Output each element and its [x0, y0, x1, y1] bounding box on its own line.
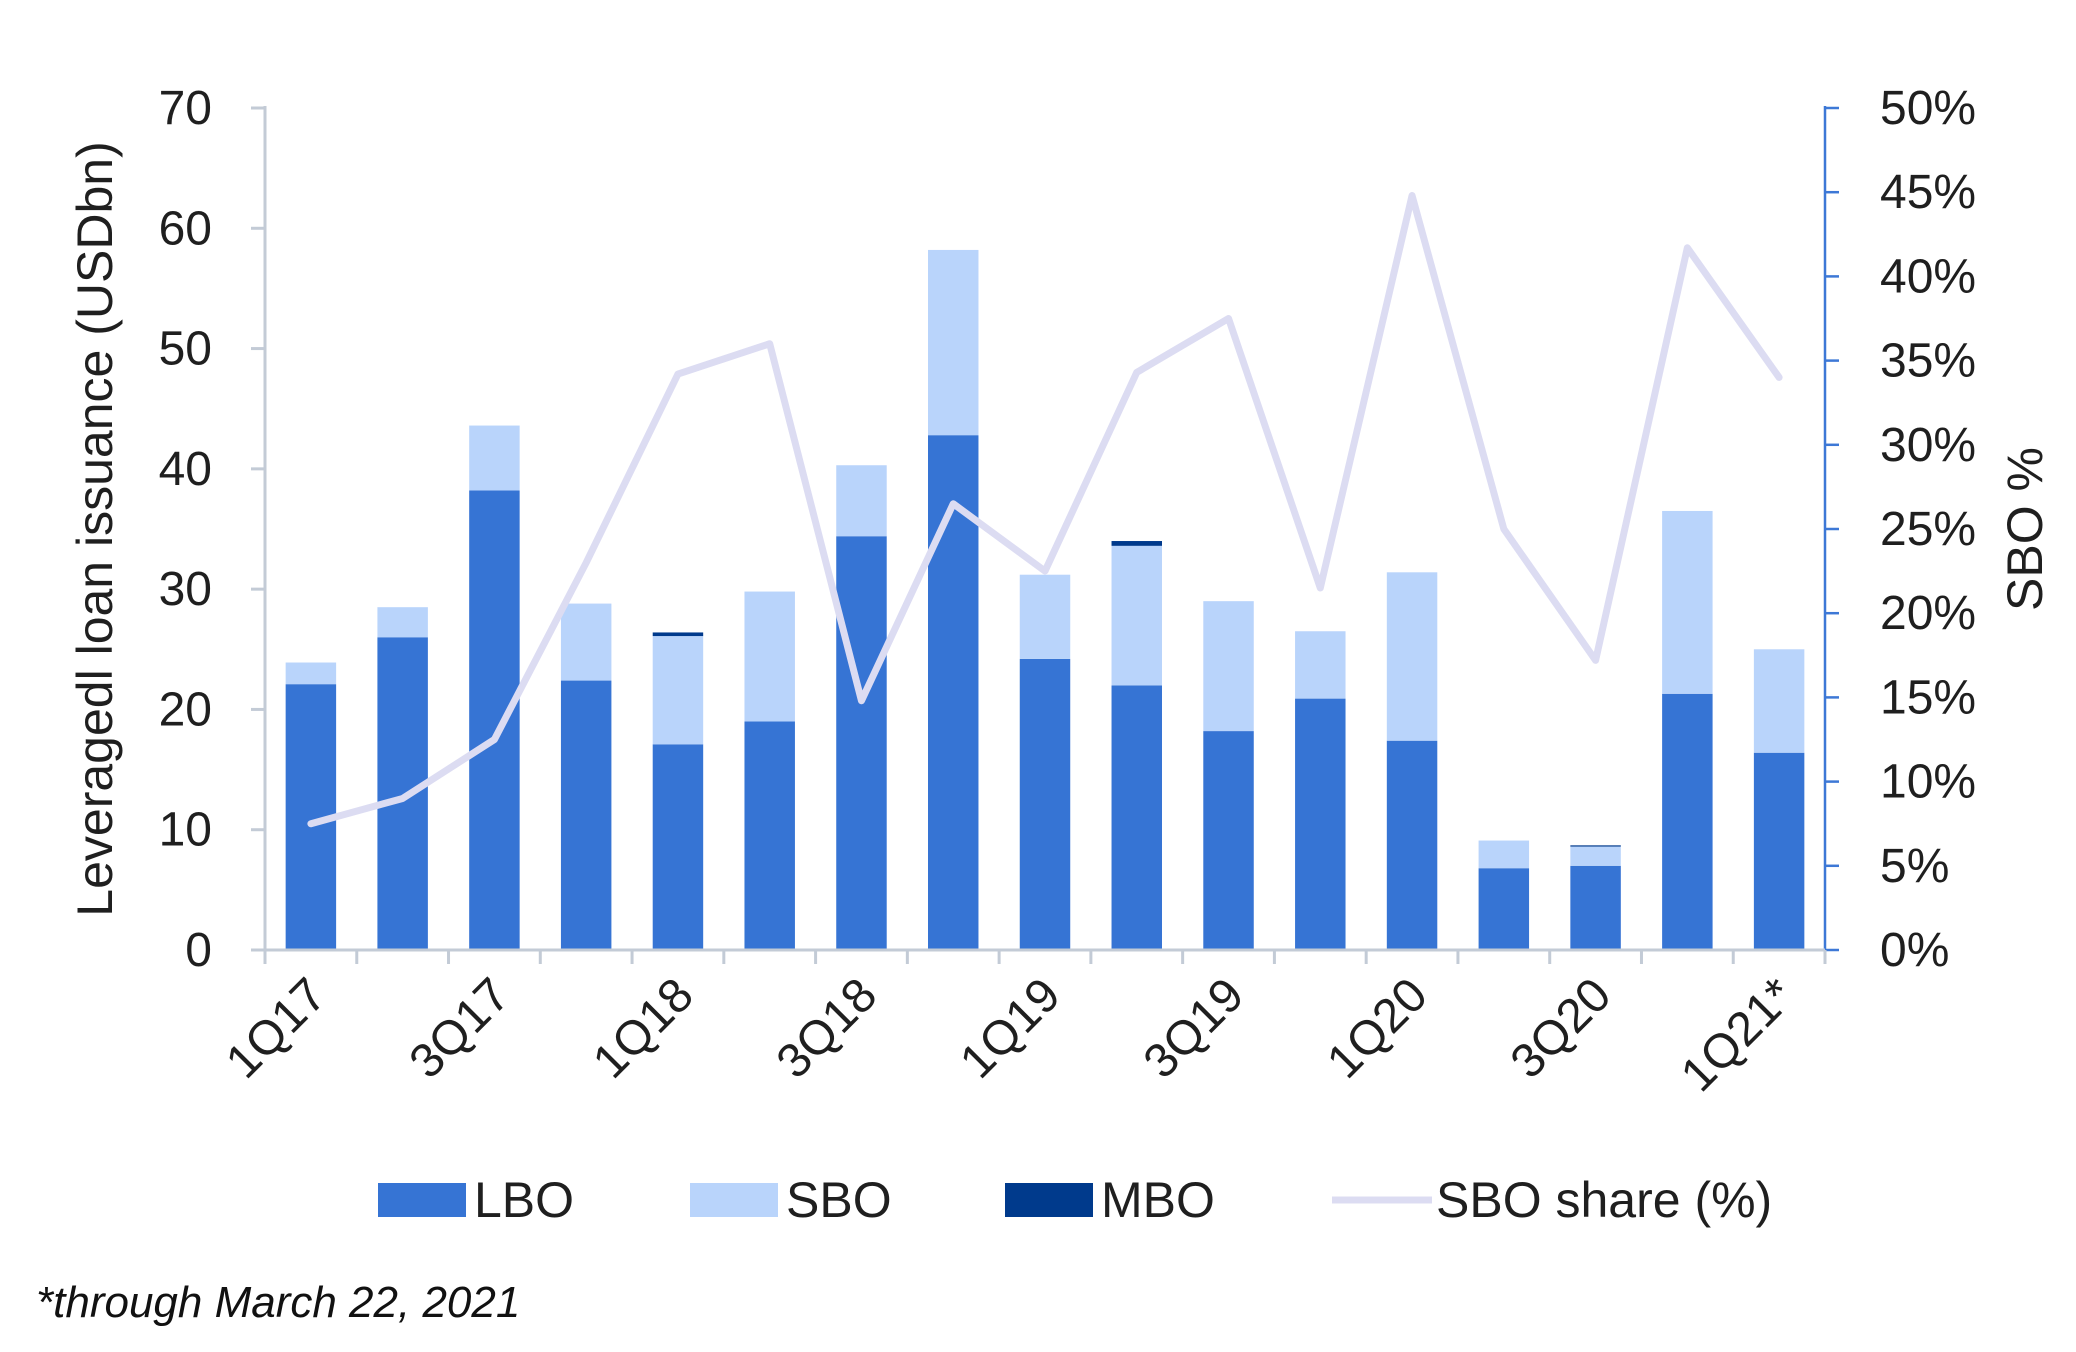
- bar-sbo-4Q17: [560, 603, 612, 681]
- bar-sbo-2Q18: [744, 591, 795, 722]
- bar-sbo-1Q19: [1019, 574, 1071, 659]
- y2-axis-title: SBO %: [1997, 447, 2053, 611]
- y2-tick-label: 10%: [1880, 756, 1976, 809]
- bar-lbo-2Q18: [744, 721, 795, 950]
- bar-sbo-2Q17: [377, 607, 428, 638]
- bar-sbo-1Q17: [285, 662, 337, 685]
- bar-mbo-3Q20: [1570, 845, 1621, 847]
- bar-mbo-1Q18: [652, 632, 704, 637]
- x-tick-label: 3Q20: [1501, 968, 1622, 1089]
- bar-sbo-1Q21*: [1753, 649, 1805, 753]
- bar-sbo-3Q17: [469, 425, 520, 491]
- bar-lbo-1Q19: [1019, 658, 1071, 950]
- y-tick-label: 0: [185, 924, 212, 977]
- bar-sbo-1Q18: [652, 636, 704, 745]
- y2-tick-label: 15%: [1880, 671, 1976, 724]
- x-tick-label: 3Q18: [767, 968, 888, 1089]
- y2-tick-label: 35%: [1880, 335, 1976, 388]
- y2-tick-label: 5%: [1880, 840, 1949, 893]
- bar-lbo-2Q20: [1478, 868, 1530, 950]
- y-tick-label: 50: [159, 323, 212, 376]
- bar-lbo-2Q17: [377, 637, 428, 950]
- y-tick-label: 40: [159, 443, 212, 496]
- bar-lbo-4Q19: [1295, 698, 1346, 950]
- bar-sbo-3Q20: [1570, 846, 1621, 866]
- bar-sbo-2Q19: [1111, 545, 1162, 686]
- bar-sbo-2Q20: [1478, 840, 1530, 869]
- bar-lbo-1Q20: [1386, 740, 1438, 950]
- legend-label-sbo-share: SBO share (%): [1436, 1172, 1772, 1228]
- legend-label-lbo: LBO: [474, 1172, 574, 1228]
- x-tick-label: 1Q19: [950, 968, 1071, 1089]
- bar-lbo-3Q18: [836, 536, 887, 950]
- bar-lbo-3Q19: [1203, 731, 1254, 950]
- y2-tick-label: 30%: [1880, 419, 1976, 472]
- bar-lbo-3Q17: [469, 490, 520, 950]
- line-layer: [307, 192, 1783, 828]
- bar-lbo-1Q18: [652, 744, 704, 950]
- legend-label-sbo: SBO: [786, 1172, 892, 1228]
- bar-sbo-4Q19: [1295, 631, 1346, 699]
- y-axis-title: Leveragedl loan issuance (USDbn): [67, 141, 123, 916]
- x-tick-label: 1Q18: [583, 968, 704, 1089]
- legend-layer: LBO SBO MBO SBO share (%): [378, 1172, 1772, 1228]
- bar-sbo-3Q18: [836, 465, 887, 537]
- bar-lbo-3Q20: [1570, 865, 1621, 950]
- legend-swatch-sbo: [690, 1183, 778, 1217]
- bar-sbo-1Q20: [1386, 572, 1438, 741]
- y2-tick-label: 50%: [1880, 82, 1976, 135]
- y2-tick-label: 25%: [1880, 503, 1976, 556]
- y-tick-label: 20: [159, 683, 212, 736]
- x-tick-label: 3Q19: [1134, 968, 1255, 1089]
- bar-lbo-4Q20: [1662, 693, 1713, 950]
- bar-sbo-3Q19: [1203, 601, 1254, 732]
- bar-lbo-4Q18: [928, 435, 979, 950]
- y2-tick-label: 20%: [1880, 587, 1976, 640]
- bar-mbo-2Q19: [1111, 541, 1162, 546]
- bar-lbo-2Q19: [1111, 685, 1162, 950]
- legend-swatch-lbo: [378, 1183, 466, 1217]
- y2-tick-label: 40%: [1880, 250, 1976, 303]
- y-tick-label: 60: [159, 202, 212, 255]
- bars-layer: [285, 249, 1805, 950]
- legend-label-mbo: MBO: [1101, 1172, 1215, 1228]
- sbo-share-line: [307, 192, 1783, 828]
- footnote: *through March 22, 2021: [36, 1278, 521, 1327]
- bar-sbo-4Q18: [928, 249, 979, 436]
- bar-lbo-1Q21*: [1753, 752, 1805, 950]
- y2-tick-label: 45%: [1880, 166, 1976, 219]
- bar-lbo-4Q17: [560, 680, 612, 950]
- y-tick-label: 70: [159, 82, 212, 135]
- bar-sbo-4Q20: [1662, 510, 1713, 694]
- y2-tick-label: 0%: [1880, 924, 1949, 977]
- x-tick-label: 3Q17: [400, 968, 521, 1089]
- x-tick-label: 1Q20: [1317, 968, 1438, 1089]
- y-tick-label: 30: [159, 563, 212, 616]
- x-tick-label: 1Q21*: [1671, 968, 1805, 1102]
- y-tick-label: 10: [159, 804, 212, 857]
- x-tick-label: 1Q17: [216, 968, 337, 1089]
- legend-swatch-mbo: [1005, 1183, 1093, 1217]
